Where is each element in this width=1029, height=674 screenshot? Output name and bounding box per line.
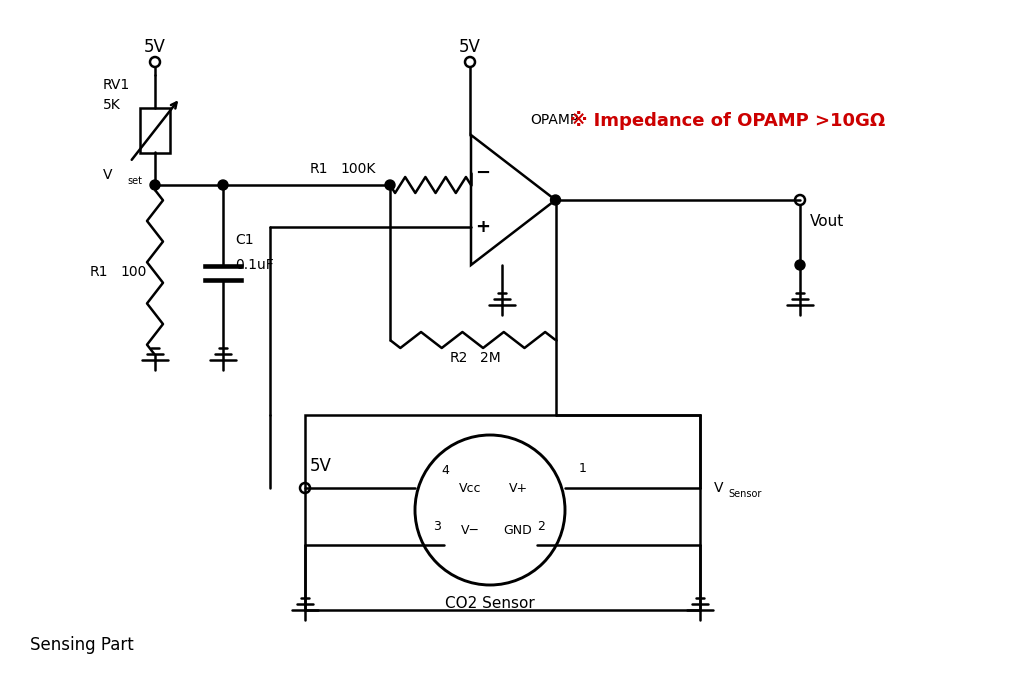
Text: Sensor: Sensor (728, 489, 761, 499)
Text: V: V (103, 168, 112, 182)
Text: R1: R1 (310, 162, 328, 176)
Text: 2: 2 (537, 520, 545, 534)
Text: OPAMP: OPAMP (530, 113, 578, 127)
Text: R2: R2 (450, 351, 468, 365)
Text: +: + (475, 218, 490, 237)
Text: 1: 1 (579, 462, 587, 474)
Text: 3: 3 (433, 520, 441, 534)
Text: Sensing Part: Sensing Part (30, 636, 134, 654)
Circle shape (795, 260, 805, 270)
Text: 2M: 2M (480, 351, 501, 365)
Text: GND: GND (503, 524, 532, 537)
Text: R1: R1 (90, 265, 108, 279)
Bar (140, 108, 170, 153)
Bar (305, 415, 700, 610)
Text: 0.1uF: 0.1uF (235, 258, 274, 272)
Text: 5V: 5V (459, 38, 481, 56)
Text: RV1: RV1 (103, 78, 131, 92)
Text: V: V (714, 481, 723, 495)
Text: 100: 100 (120, 265, 146, 279)
Text: ※ Impedance of OPAMP >10GΩ: ※ Impedance of OPAMP >10GΩ (570, 111, 885, 129)
Text: Vcc: Vcc (459, 481, 482, 495)
Text: C1: C1 (235, 233, 253, 247)
Circle shape (385, 180, 395, 190)
Circle shape (150, 180, 159, 190)
Text: 5V: 5V (144, 38, 166, 56)
Text: Vout: Vout (810, 214, 844, 230)
Text: 100K: 100K (340, 162, 376, 176)
Text: 5K: 5K (103, 98, 120, 112)
Text: V−: V− (461, 524, 480, 537)
Text: −: − (475, 164, 490, 182)
Text: 5V: 5V (310, 457, 332, 475)
Circle shape (551, 195, 561, 205)
Text: CO2 Sensor: CO2 Sensor (446, 596, 535, 611)
Text: set: set (127, 176, 142, 186)
Text: 4: 4 (441, 464, 449, 477)
Circle shape (218, 180, 228, 190)
Text: V+: V+ (508, 481, 528, 495)
